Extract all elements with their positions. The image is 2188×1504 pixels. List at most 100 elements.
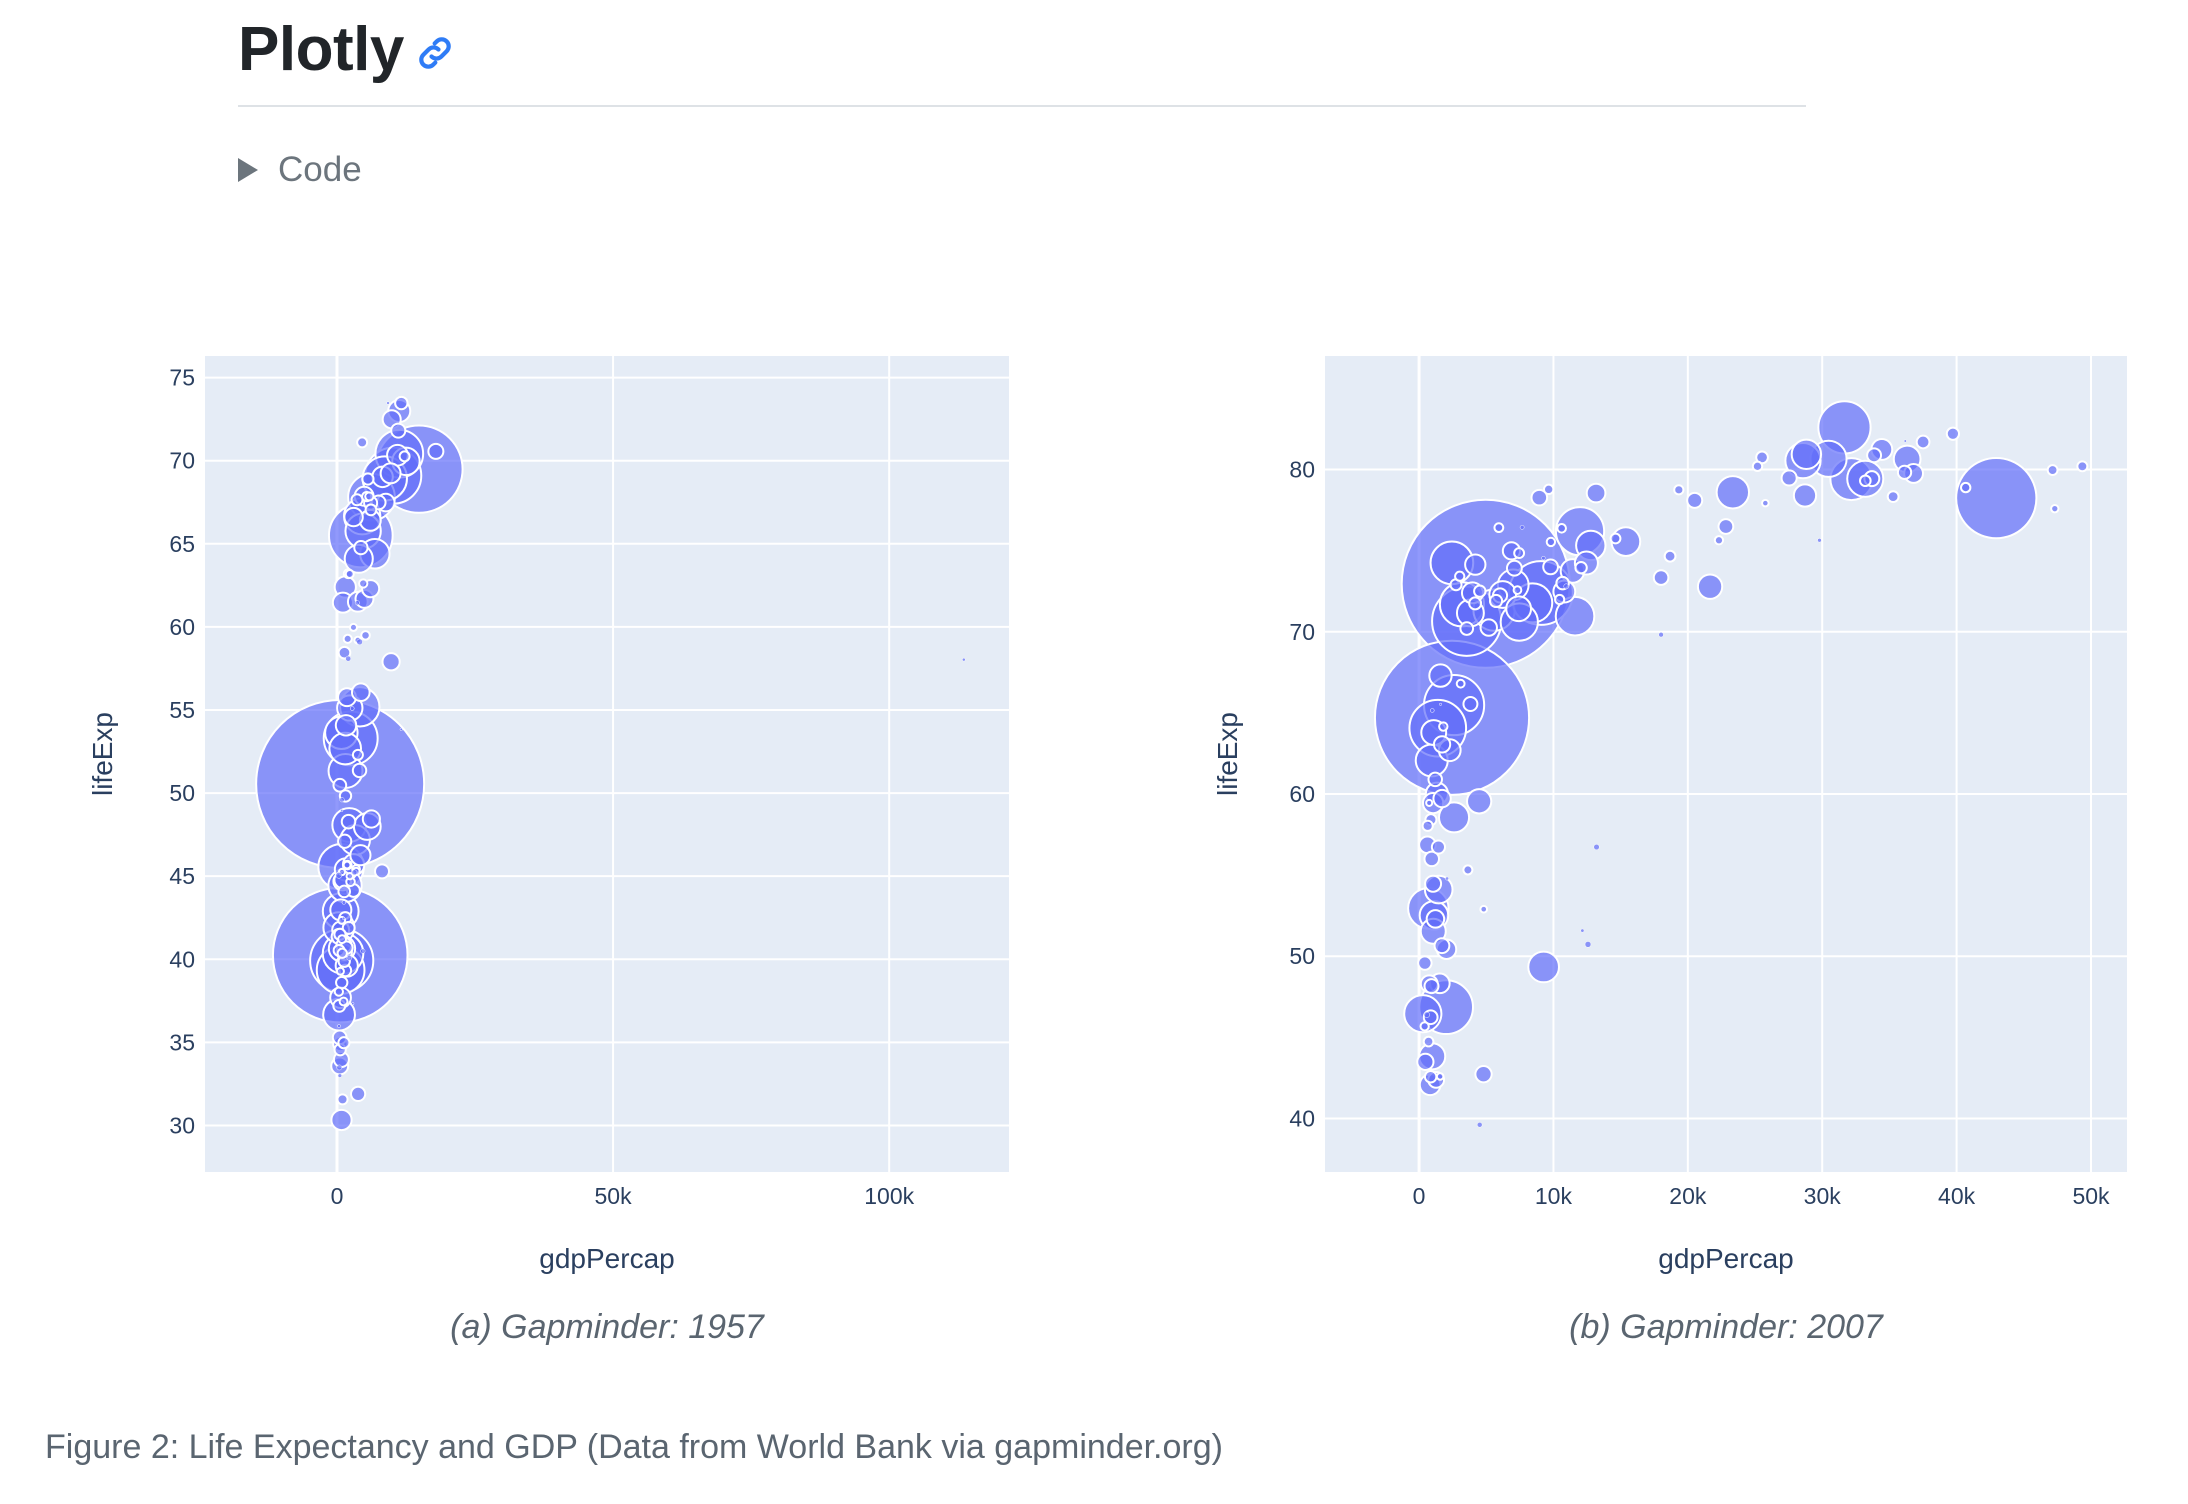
bubble-point: [346, 955, 353, 961]
bubble-point: [342, 860, 352, 870]
bubble-point: [1474, 1065, 1493, 1084]
bubble-point: [1915, 434, 1931, 450]
bubble-point: [1696, 573, 1724, 600]
bubble-point: [349, 844, 372, 867]
bubble-point: [358, 578, 369, 589]
bubble-point: [1945, 426, 1961, 441]
bubble-point: [350, 682, 371, 703]
bubble-point: [2050, 503, 2060, 514]
code-toggle[interactable]: Code: [238, 150, 362, 190]
y-axis-title: lifeExp: [87, 712, 118, 796]
bubble-point: [1896, 464, 1913, 480]
bubble-point: [1955, 456, 2038, 540]
chart-0: 30 35 40 45 50 55 60 65 70 75 0 50k 100k gdpPercap lif…: [87, 356, 1009, 1274]
bubble-point: [1493, 522, 1505, 534]
x-tick-label: 0: [331, 1183, 344, 1209]
bubble-point: [337, 1036, 351, 1050]
x-tick-label: 50k: [595, 1183, 633, 1209]
bubble-point: [336, 1064, 343, 1071]
subfigure-caption-a: (a) Gapminder: 1957: [450, 1308, 764, 1346]
bubble-point: [1432, 735, 1452, 754]
bubble-point: [360, 948, 366, 954]
bubble-point: [1866, 447, 1883, 464]
bubble-point: [1593, 844, 1600, 851]
bubble-point: [1455, 678, 1466, 689]
bubble-point: [1459, 621, 1475, 636]
bubble-point: [1751, 460, 1764, 472]
bubble-point: [361, 809, 381, 829]
bubble-point: [1505, 559, 1523, 577]
bubble-point: [332, 777, 348, 793]
bubble-layer: [1373, 400, 2089, 1128]
bubble-point: [334, 714, 358, 737]
bubble-point: [1859, 474, 1872, 488]
bubble-layer: [255, 395, 966, 1132]
bubble-point: [1713, 535, 1725, 546]
bubble-point: [1466, 788, 1493, 815]
bubble-point: [398, 450, 411, 463]
bubble-point: [1686, 491, 1704, 509]
bubble-point: [351, 869, 358, 876]
bubble-point: [1488, 593, 1504, 609]
y-tick-label: 75: [169, 365, 195, 391]
bubble-point: [337, 884, 351, 899]
bubble-point: [1505, 595, 1533, 623]
bubble-point: [339, 797, 345, 803]
x-axis-title: gdpPercap: [539, 1243, 674, 1274]
bubble-point: [1430, 839, 1447, 855]
bubble-point: [1479, 618, 1498, 637]
bubble-point: [1423, 978, 1440, 995]
bubble-point: [335, 966, 345, 976]
y-tick-label: 50: [1289, 943, 1315, 969]
bubble-point: [333, 986, 345, 997]
link-icon[interactable]: [414, 32, 456, 74]
x-axis-title: gdpPercap: [1658, 1243, 1793, 1274]
bubble-point: [1468, 596, 1483, 611]
bubble-point: [360, 630, 371, 641]
bubble-point: [1673, 484, 1685, 496]
bubble-point: [379, 462, 402, 485]
y-tick-label: 55: [169, 697, 195, 723]
bubble-point: [2076, 460, 2089, 473]
bubble-point: [342, 916, 346, 921]
code-toggle-label: Code: [278, 150, 362, 189]
bubble-point: [341, 920, 356, 935]
bubble-point: [351, 762, 368, 779]
bubble-point: [1761, 498, 1770, 508]
bubble-point: [340, 813, 357, 830]
bubble-point: [354, 600, 360, 606]
bubble-point: [1479, 904, 1489, 914]
bubble-point: [962, 657, 966, 662]
bubble-point: [341, 900, 347, 905]
bubble-point: [1652, 569, 1670, 586]
bubble-point: [364, 503, 378, 517]
bubble-point: [1425, 909, 1446, 929]
bubble-point: [1430, 708, 1435, 713]
bubble-point: [1425, 798, 1434, 807]
bubble-point: [361, 472, 375, 486]
bubble-point: [1423, 1070, 1438, 1084]
subfigure-caption-b: (b) Gapminder: 2007: [1569, 1308, 1883, 1346]
bubble-point: [356, 436, 369, 449]
bubble-point: [1541, 555, 1546, 561]
bubble-point: [1792, 483, 1818, 508]
bubble-point: [374, 863, 391, 880]
y-tick-label: 70: [169, 448, 195, 474]
bubble-point: [1960, 481, 1972, 494]
x-tick-label: 0: [1413, 1183, 1426, 1209]
bubble-point: [381, 652, 401, 672]
bubble-point: [340, 809, 344, 812]
bubble-point: [343, 506, 364, 528]
bubble-point: [1512, 585, 1523, 595]
bubble-point: [427, 442, 445, 460]
bubble-point: [1464, 553, 1487, 576]
x-tick-label: 10k: [1535, 1183, 1573, 1209]
bubble-point: [1422, 1035, 1435, 1048]
bubble-point: [1717, 518, 1735, 535]
y-tick-label: 50: [169, 780, 195, 806]
bubble-point: [1519, 524, 1525, 530]
bubble-point: [1886, 490, 1900, 504]
bubble-point: [1527, 950, 1560, 984]
bubble-point: [1462, 695, 1479, 712]
